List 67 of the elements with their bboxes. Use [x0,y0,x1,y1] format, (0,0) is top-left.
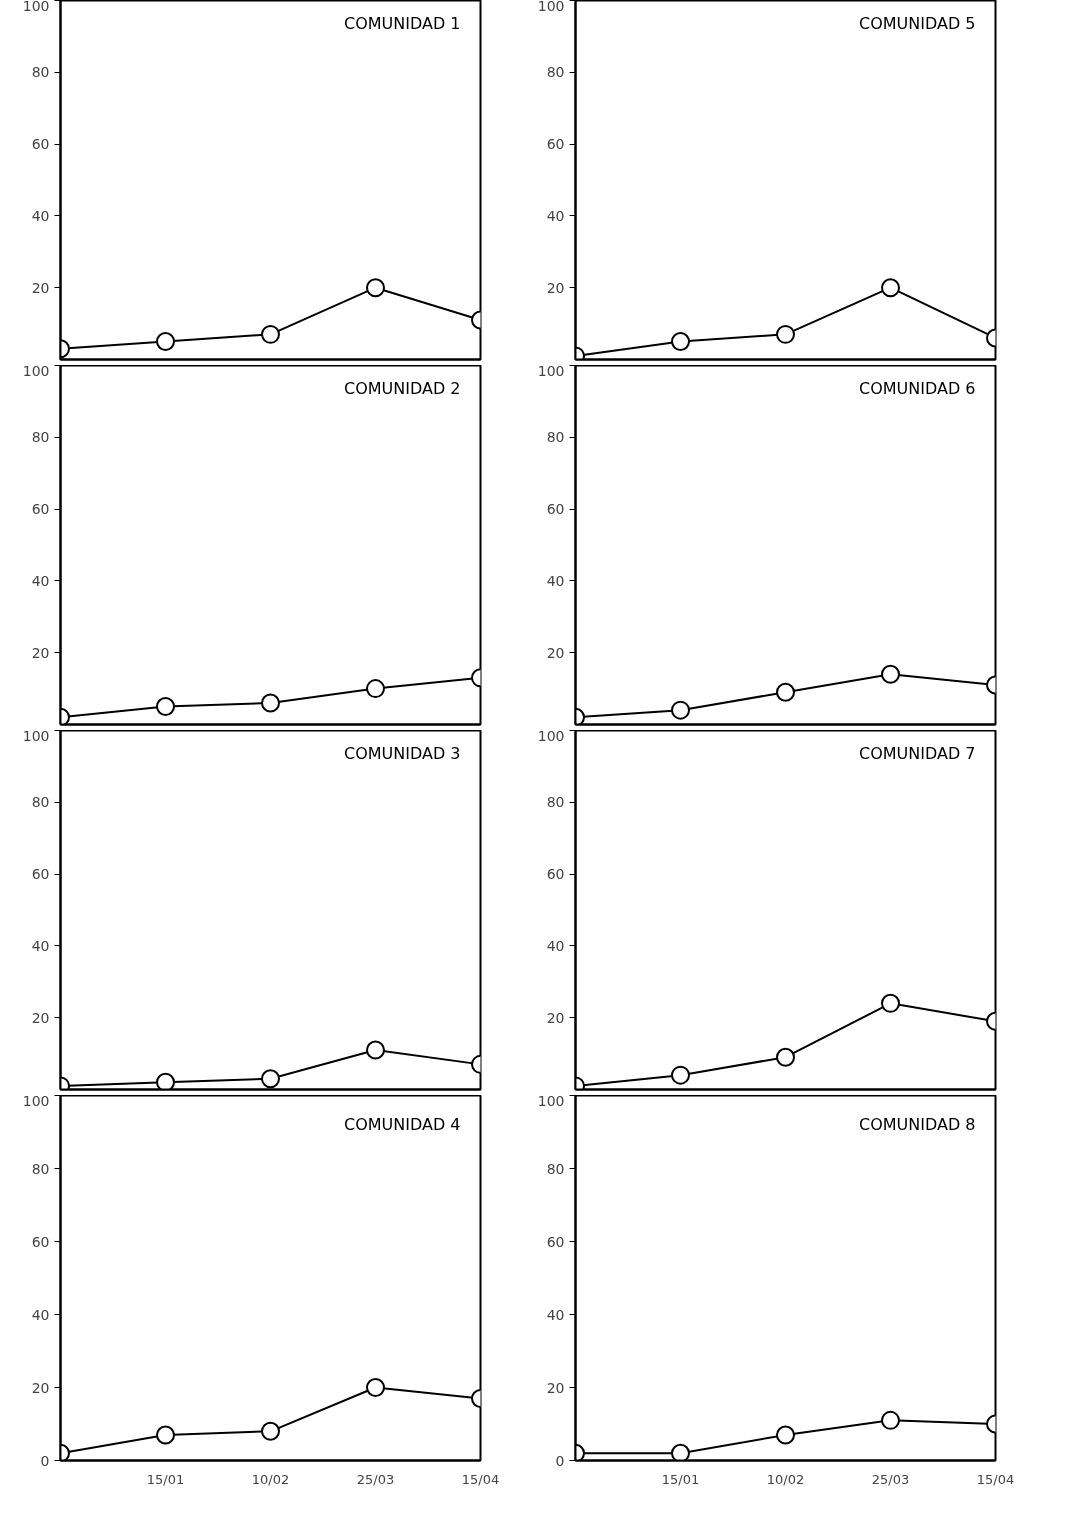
y-tick-label: 80 [31,1160,50,1177]
point [261,324,280,344]
y-tick-label: 60 [31,866,50,883]
point [776,682,795,702]
y-tick-label: 40 [546,207,565,224]
y-tick-label: 100 [22,1092,50,1109]
point [671,1065,690,1085]
y-tick-label: 20 [31,1009,50,1026]
y-tick-label: 100 [22,727,50,744]
y-tick-label: 40 [546,1306,565,1323]
y-tick-label: 60 [546,866,565,883]
y-tick-label: 100 [537,0,565,14]
y-tick-label: 0 [40,1452,50,1469]
text: COMUNIDAD 6 [858,378,976,398]
y-tick-label: 80 [546,64,565,81]
point [881,278,900,298]
y-tick-label: 20 [546,1009,565,1026]
y-tick-label: 20 [546,644,565,661]
y-tick-label: 100 [22,0,50,14]
text: COMUNIDAD 7 [858,743,976,763]
x-tick-label: 10/02 [251,1471,290,1487]
x-tick-label: 10/02 [766,1471,805,1487]
point [881,993,900,1013]
y-tick-label: 40 [31,572,50,589]
y-tick-label: 20 [546,1379,565,1396]
x-tick-label: 25/03 [871,1471,910,1487]
text: COMUNIDAD 5 [858,13,976,33]
y-tick-label: 60 [31,136,50,153]
point [776,324,795,344]
y-tick-label: 80 [31,429,50,446]
x-tick-label: 15/04 [461,1471,500,1487]
text: COMUNIDAD 4 [343,1114,461,1134]
y-tick-label: 60 [546,1233,565,1250]
y-tick-label: 80 [31,794,50,811]
point [776,1047,795,1067]
y-tick-label: 40 [31,1306,50,1323]
point [671,332,690,352]
y-tick-label: 60 [31,1233,50,1250]
y-tick-label: 100 [537,727,565,744]
y-tick-label: 100 [537,1092,565,1109]
text: COMUNIDAD 2 [343,378,461,398]
y-tick-label: 80 [546,1160,565,1177]
point [261,1421,280,1441]
y-tick-label: 0 [555,1452,565,1469]
y-tick-label: 60 [546,501,565,518]
y-tick-label: 20 [31,279,50,296]
y-tick-label: 60 [31,501,50,518]
y-tick-label: 80 [31,64,50,81]
y-tick-label: 20 [31,1379,50,1396]
x-tick-label: 15/01 [661,1471,700,1487]
y-tick-label: 80 [546,429,565,446]
y-tick-label: 100 [22,362,50,379]
x-tick-label: 15/04 [976,1471,1015,1487]
y-tick-label: 40 [546,572,565,589]
text: COMUNIDAD 8 [858,1114,976,1134]
y-tick-label: 100 [537,362,565,379]
x-tick-label: 15/01 [146,1471,185,1487]
text: COMUNIDAD 1 [343,13,461,33]
y-tick-label: 40 [546,937,565,954]
y-tick-label: 60 [546,136,565,153]
text: COMUNIDAD 3 [343,743,461,763]
y-tick-label: 40 [31,937,50,954]
y-tick-label: 20 [31,644,50,661]
x-tick-label: 25/03 [356,1471,395,1487]
y-tick-label: 20 [546,279,565,296]
y-tick-label: 40 [31,207,50,224]
y-tick-label: 80 [546,794,565,811]
